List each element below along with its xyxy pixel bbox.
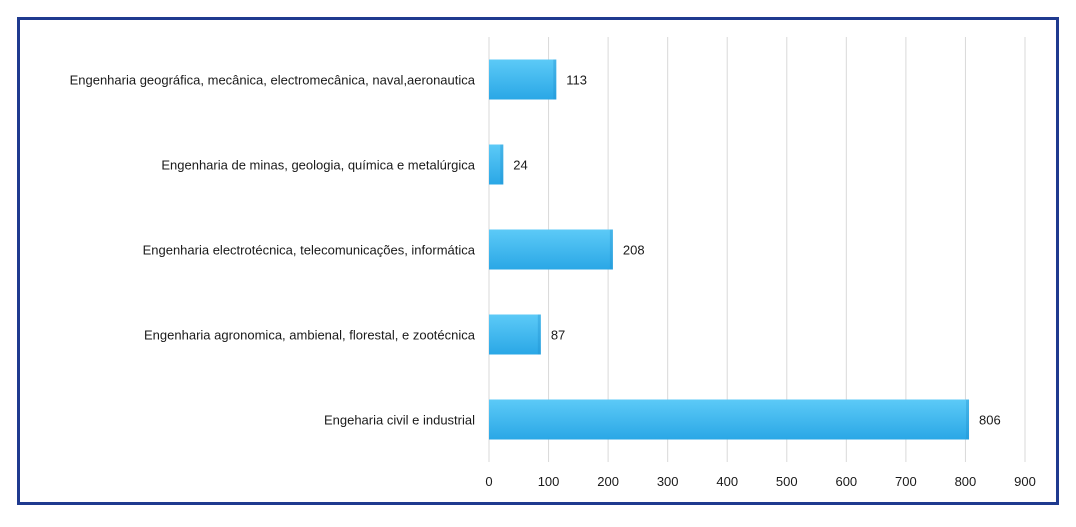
bar-edge (537, 314, 541, 355)
category-label: Engenharia de minas, geologia, química e… (161, 158, 475, 173)
bar-edge (609, 229, 613, 270)
x-tick-label: 700 (895, 474, 917, 489)
x-tick-label: 600 (835, 474, 857, 489)
data-label: 806 (979, 413, 1001, 428)
x-tick-label: 400 (716, 474, 738, 489)
bar-edge (966, 399, 970, 440)
x-tick-label: 500 (776, 474, 798, 489)
bar-edge (500, 144, 504, 185)
bars (489, 59, 970, 440)
x-tick-label: 100 (538, 474, 560, 489)
bar (489, 59, 557, 100)
category-label: Engenharia geográfica, mecânica, electro… (70, 73, 476, 88)
data-label: 87 (551, 328, 565, 343)
category-label: Engenharia agronomica, ambienal, florest… (144, 328, 476, 343)
data-label: 113 (566, 73, 587, 88)
gridlines (488, 37, 1026, 462)
bar (489, 229, 613, 270)
bar-edge (553, 59, 557, 100)
data-label: 24 (513, 158, 527, 173)
x-tick-label: 800 (955, 474, 977, 489)
bar (489, 314, 541, 355)
category-label: Engeharia civil e industrial (324, 413, 475, 428)
data-labels: 113 24 208 87 806 (513, 73, 1000, 428)
bar (489, 144, 504, 185)
x-tick-label: 300 (657, 474, 679, 489)
x-axis-ticks: 0 100 200 300 400 500 600 700 800 900 (485, 474, 1035, 489)
x-tick-label: 200 (597, 474, 619, 489)
x-tick-label: 900 (1014, 474, 1036, 489)
category-labels: Engenharia geográfica, mecânica, electro… (70, 73, 476, 428)
category-label: Engenharia electrotécnica, telecomunicaç… (143, 243, 476, 258)
bar (489, 399, 970, 440)
x-tick-label: 0 (485, 474, 492, 489)
data-label: 208 (623, 243, 645, 258)
